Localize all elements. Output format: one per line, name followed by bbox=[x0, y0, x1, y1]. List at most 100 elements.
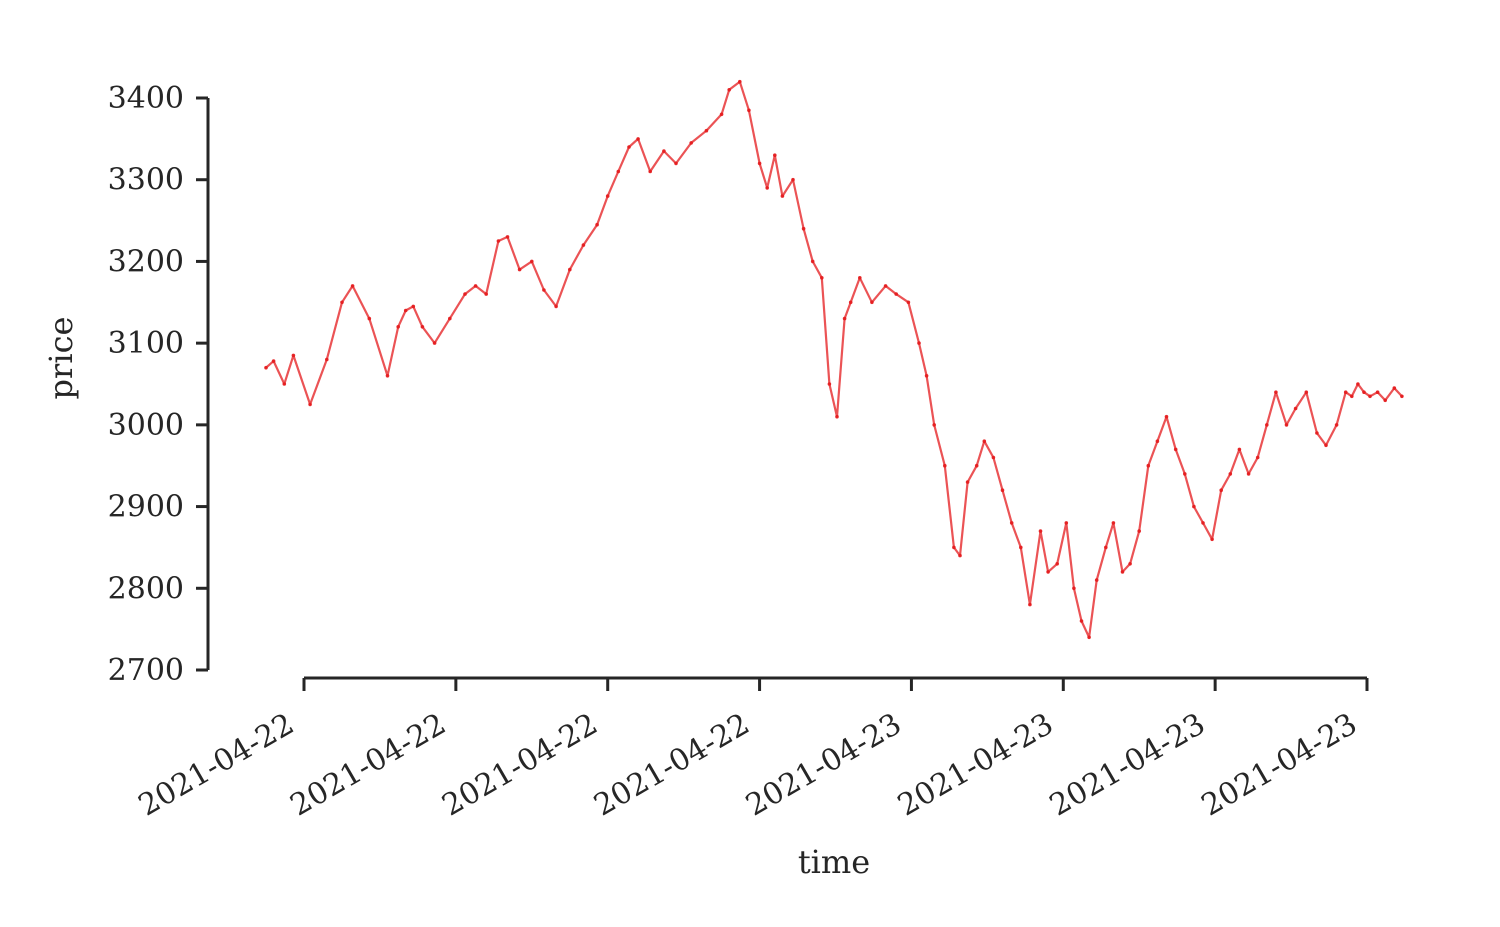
data-point bbox=[1284, 423, 1289, 427]
data-point bbox=[291, 353, 296, 358]
data-point bbox=[605, 194, 610, 198]
data-point bbox=[411, 304, 416, 309]
data-point bbox=[568, 267, 572, 272]
data-point bbox=[505, 235, 510, 239]
data-point bbox=[1128, 562, 1132, 566]
data-point bbox=[858, 276, 862, 280]
data-point bbox=[820, 276, 824, 280]
data-point bbox=[1009, 521, 1014, 525]
data-point bbox=[264, 365, 268, 370]
data-point bbox=[1375, 390, 1380, 395]
y-axis: 2700 2800 2900 3000 3100 3200 3300 3400 bbox=[108, 81, 210, 688]
data-point bbox=[1237, 447, 1242, 452]
data-point bbox=[1392, 386, 1397, 390]
data-point bbox=[271, 359, 276, 363]
data-point bbox=[1219, 488, 1223, 493]
y-tick-label: 3300 bbox=[108, 163, 184, 198]
y-tick-label: 3400 bbox=[108, 81, 184, 116]
data-point bbox=[282, 382, 287, 386]
data-point bbox=[484, 292, 489, 296]
data-point bbox=[704, 128, 709, 133]
data-point bbox=[1019, 545, 1023, 550]
data-point bbox=[325, 357, 329, 362]
data-point bbox=[1000, 488, 1005, 493]
data-point bbox=[1064, 521, 1069, 525]
x-tick-label: 2021-04-23 bbox=[892, 707, 1059, 824]
x-tick-label: 2021-04-22 bbox=[285, 707, 452, 824]
data-point bbox=[403, 308, 408, 313]
data-point bbox=[530, 259, 534, 264]
x-ticks: 2021-04-222021-04-222021-04-222021-04-22… bbox=[133, 678, 1369, 824]
data-point bbox=[473, 284, 478, 288]
x-tick-label: 2021-04-23 bbox=[1196, 707, 1363, 824]
data-point bbox=[1334, 423, 1339, 427]
data-point bbox=[1155, 439, 1160, 444]
data-point bbox=[791, 177, 795, 182]
data-point bbox=[1028, 602, 1032, 607]
data-point bbox=[848, 300, 853, 305]
y-tick-label: 3000 bbox=[108, 408, 184, 443]
data-point bbox=[1246, 472, 1251, 476]
y-ticks: 2700 2800 2900 3000 3100 3200 3300 3400 bbox=[108, 81, 208, 688]
data-point bbox=[1038, 529, 1043, 533]
data-point bbox=[965, 480, 970, 484]
data-point bbox=[448, 316, 452, 321]
plot-series bbox=[264, 79, 1404, 640]
y-tick-label: 2800 bbox=[108, 571, 184, 606]
data-point bbox=[1120, 570, 1125, 574]
data-point bbox=[1164, 414, 1169, 419]
data-point bbox=[662, 149, 666, 153]
data-point bbox=[1315, 431, 1319, 435]
data-point bbox=[757, 161, 762, 166]
data-point bbox=[1146, 463, 1151, 468]
data-point bbox=[870, 300, 874, 305]
series-points bbox=[264, 79, 1404, 640]
x-axis-label: time bbox=[798, 843, 870, 881]
data-point bbox=[1265, 423, 1269, 427]
data-point bbox=[1201, 521, 1205, 525]
data-point bbox=[517, 267, 522, 272]
data-point bbox=[952, 545, 956, 550]
data-point bbox=[340, 300, 344, 305]
data-point bbox=[1192, 504, 1196, 509]
data-point bbox=[883, 284, 888, 288]
data-point bbox=[542, 288, 546, 292]
data-point bbox=[1343, 390, 1348, 395]
data-point bbox=[1274, 390, 1278, 395]
data-point bbox=[1104, 545, 1108, 550]
data-point bbox=[627, 145, 631, 149]
data-point bbox=[648, 169, 652, 174]
y-tick-label: 2700 bbox=[108, 653, 184, 688]
data-point bbox=[463, 292, 467, 296]
data-point bbox=[827, 382, 832, 386]
x-tick-label: 2021-04-23 bbox=[740, 707, 907, 824]
data-point bbox=[958, 553, 962, 558]
data-point bbox=[894, 292, 898, 296]
data-point bbox=[835, 414, 839, 419]
data-point bbox=[420, 325, 425, 329]
y-tick-label: 3200 bbox=[108, 244, 184, 279]
series-line-price bbox=[264, 80, 1404, 639]
y-tick-label: 3100 bbox=[108, 326, 184, 361]
data-point bbox=[727, 88, 731, 92]
data-point bbox=[1087, 635, 1091, 640]
data-point bbox=[810, 259, 815, 264]
data-point bbox=[738, 79, 742, 84]
data-point bbox=[974, 463, 979, 468]
data-point bbox=[1173, 447, 1178, 452]
data-point bbox=[747, 108, 751, 113]
data-point bbox=[917, 341, 921, 345]
data-point bbox=[1111, 521, 1116, 525]
data-point bbox=[1400, 394, 1404, 399]
data-point bbox=[1228, 472, 1233, 476]
data-point bbox=[773, 153, 777, 157]
data-point bbox=[689, 141, 693, 145]
y-tick-label: 2900 bbox=[108, 490, 184, 525]
data-point bbox=[906, 300, 911, 305]
data-point bbox=[1324, 443, 1328, 448]
data-point bbox=[385, 374, 390, 378]
data-point bbox=[581, 243, 586, 247]
data-point bbox=[636, 137, 640, 141]
data-point bbox=[496, 239, 501, 243]
data-point bbox=[1368, 394, 1372, 399]
